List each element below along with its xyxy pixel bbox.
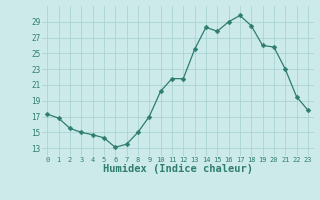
X-axis label: Humidex (Indice chaleur): Humidex (Indice chaleur) (103, 164, 252, 174)
